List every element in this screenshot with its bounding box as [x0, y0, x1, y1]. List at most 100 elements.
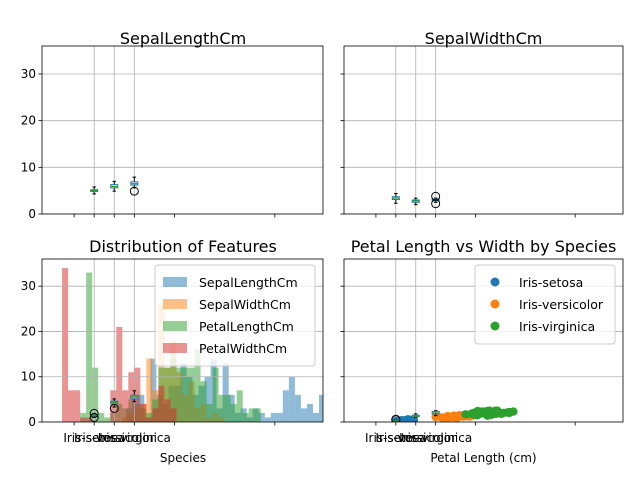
- panel-content: [344, 259, 623, 422]
- hist-bar-sepallengthcm: [276, 412, 283, 422]
- panel-4-xlabel: Petal Length (cm): [430, 451, 536, 465]
- hist-bar-petallengthcm: [200, 381, 207, 422]
- boxplot-iris-versicolor: [109, 398, 119, 413]
- panel-sepal-length: 0 10 20 30: [21, 45, 324, 221]
- hist-bar-sepallengthcm: [222, 363, 229, 422]
- axes-frame: [41, 258, 324, 423]
- hist-bar-petalwidthcm: [170, 408, 177, 422]
- hist-bar-petallengthcm: [176, 367, 183, 422]
- x-tick-label: Iris-virginica: [399, 431, 472, 445]
- hist-bar-petallengthcm: [248, 408, 255, 422]
- hist-bar-sepallengthcm: [312, 412, 319, 422]
- boxplot-iris-virginica: [130, 390, 139, 403]
- scatter-point-iris-versicolor: [453, 411, 462, 421]
- hist-bar-sepallengthcm: [258, 412, 265, 422]
- hist-bar-sepallengthcm: [288, 376, 295, 422]
- hist-bar-petallengthcm: [236, 390, 243, 422]
- box-flier: [89, 408, 99, 418]
- scatter-point-iris-setosa: [399, 416, 408, 422]
- hist-bar-petallengthcm: [86, 272, 93, 422]
- hist-bar-petalwidthcm: [74, 390, 81, 422]
- hist-bar-sepallengthcm: [300, 408, 307, 422]
- hist-bar-petallengthcm: [182, 367, 189, 422]
- y-tick-label: 0: [28, 415, 36, 429]
- hist-bar-petalwidthcm: [140, 403, 147, 422]
- boxplot-iris-versicolor: [411, 197, 420, 206]
- hist-bar-petalwidthcm: [62, 268, 69, 422]
- legend-marker-iris-virginica: [490, 321, 500, 331]
- hist-bar-petalwidthcm: [152, 408, 159, 422]
- boxplot-iris-virginica: [431, 410, 440, 417]
- hist-bar-sepalwidthcm: [146, 358, 153, 422]
- boxplot-iris-versicolor: [411, 413, 420, 418]
- hist-bar-petallengthcm: [92, 367, 99, 422]
- box-flier: [431, 199, 441, 209]
- hist-bar-petalwidthcm: [122, 390, 129, 422]
- legend-swatch-sepallengthcm: [163, 277, 187, 287]
- legend: Iris-setosa Iris-versicolor Iris-virginica: [474, 264, 616, 345]
- y-tick-label: 30: [21, 67, 36, 81]
- panel-4-title: Petal Length vs Width by Species: [351, 237, 617, 256]
- hist-bar-petallengthcm: [242, 412, 249, 422]
- panel-petal-scatter: Iris-setosaIris-versicolorIris-virginica…: [340, 258, 624, 445]
- hist-bar-sepallengthcm: [270, 412, 277, 422]
- panel-distribution: 0 10 20 30 Iris-setosaIris-versicolorIris-vi…: [21, 258, 324, 445]
- boxplot-iris-virginica: [129, 176, 139, 196]
- hist-bar-petallengthcm: [230, 403, 237, 422]
- hist-bar-petallengthcm: [188, 367, 195, 422]
- legend-frame: [474, 264, 616, 345]
- scatter-point-iris-versicolor: [431, 412, 440, 422]
- hist-bar-sepallengthcm: [294, 394, 301, 422]
- panel-sepal-width: [340, 45, 624, 218]
- box-flier: [89, 412, 99, 422]
- hist-bar-petallengthcm: [104, 417, 111, 422]
- legend: SepalLengthCm SepalWidthCm PetalLengthCm Pe…: [154, 264, 316, 367]
- hist-bar-sepallengthcm: [282, 390, 289, 422]
- hist-bar-petalwidthcm: [68, 390, 75, 422]
- hist-bar-petalwidthcm: [80, 417, 87, 422]
- scatter-point-iris-virginica: [473, 409, 482, 419]
- hist-bar-petalwidthcm: [158, 385, 165, 422]
- legend-label-iris-virginica: Iris-virginica: [519, 319, 595, 334]
- panel-content: [42, 46, 323, 214]
- panel-3-xlabel: Species: [160, 451, 206, 465]
- x-tick-label: Iris-setosa: [365, 431, 427, 445]
- axes-frame: [343, 45, 624, 215]
- legend-marker-iris-setosa: [490, 277, 500, 287]
- boxplot-iris-setosa: [391, 414, 401, 422]
- panel-content: [344, 46, 623, 214]
- hist-bar-petallengthcm: [170, 358, 177, 422]
- legend-label-sepalwidthcm: SepalWidthCm: [199, 297, 291, 312]
- legend-marker-iris-versicolor: [490, 299, 500, 309]
- panel-1-title: SepalLengthCm: [120, 29, 246, 48]
- y-tick-label: 30: [21, 279, 36, 293]
- legend-label-sepallengthcm: SepalLengthCm: [199, 275, 298, 290]
- scatter-point-iris-versicolor: [437, 413, 446, 422]
- boxplot-iris-setosa: [391, 192, 400, 204]
- boxplot-iris-setosa: [90, 186, 99, 195]
- panel-3-title: Distribution of Features: [89, 237, 277, 256]
- legend-swatch-petallengthcm: [163, 321, 187, 331]
- box-flier: [109, 403, 119, 413]
- box-flier: [129, 186, 139, 196]
- boxplot-iris-setosa: [89, 408, 99, 422]
- scatter-point-iris-virginica: [461, 410, 470, 419]
- axes-frame: [41, 45, 324, 215]
- hist-bar-petalwidthcm: [164, 399, 171, 422]
- hist-bar-sepallengthcm: [204, 376, 211, 422]
- legend-label-iris-setosa: Iris-setosa: [519, 275, 583, 290]
- x-tick-label: Iris-virginica: [98, 431, 171, 445]
- y-tick-label: 20: [21, 324, 36, 338]
- axes-frame: [343, 258, 624, 423]
- hist-bar-petallengthcm: [194, 349, 201, 422]
- legend-label-petalwidthcm: PetalWidthCm: [199, 341, 287, 356]
- scatter-point-iris-virginica: [505, 408, 514, 418]
- hist-bar-petallengthcm: [212, 367, 219, 422]
- legend-swatch-petalwidthcm: [163, 343, 187, 353]
- hist-bar-petallengthcm: [98, 412, 105, 422]
- legend-swatch-sepalwidthcm: [163, 299, 187, 309]
- boxplot-iris-virginica: [431, 191, 441, 209]
- hist-bar-petallengthcm: [218, 394, 225, 422]
- box-flier: [431, 191, 441, 201]
- hist-bar-petalwidthcm: [146, 417, 153, 422]
